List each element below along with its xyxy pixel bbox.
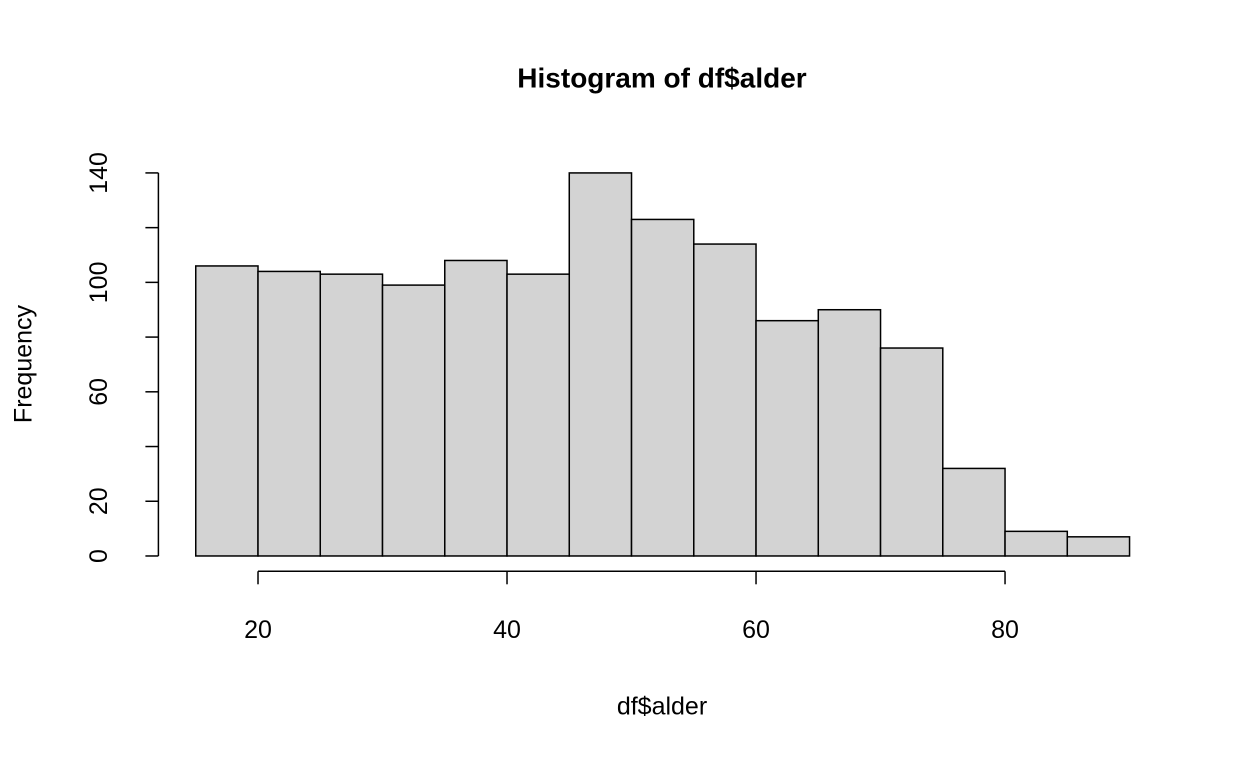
y-tick-label: 20 (85, 487, 113, 515)
bar (319, 273, 384, 557)
bar (1004, 530, 1069, 557)
bar (195, 265, 259, 557)
bar (568, 172, 633, 557)
x-tick-label: 80 (991, 616, 1019, 644)
bar (879, 347, 944, 557)
bar (1066, 536, 1131, 557)
x-tick-label: 20 (244, 616, 272, 644)
bar (693, 243, 757, 557)
chart-title: Histogram of df$alder (517, 62, 806, 93)
y-axis-label: Frequency (10, 304, 38, 423)
bar (630, 218, 695, 557)
y-tick-label: 140 (85, 152, 113, 194)
x-tick-label: 60 (742, 616, 770, 644)
bar (755, 319, 820, 557)
bar (817, 308, 882, 557)
y-tick-label: 60 (85, 378, 113, 406)
x-axis-label: df$alder (617, 693, 707, 721)
x-tick-label: 40 (493, 616, 521, 644)
bar (381, 284, 446, 557)
y-tick-label: 0 (85, 549, 113, 563)
y-tick-label: 100 (85, 262, 113, 304)
bar (942, 467, 1006, 557)
bar (506, 273, 571, 557)
bar (257, 270, 322, 557)
bar (444, 259, 508, 557)
